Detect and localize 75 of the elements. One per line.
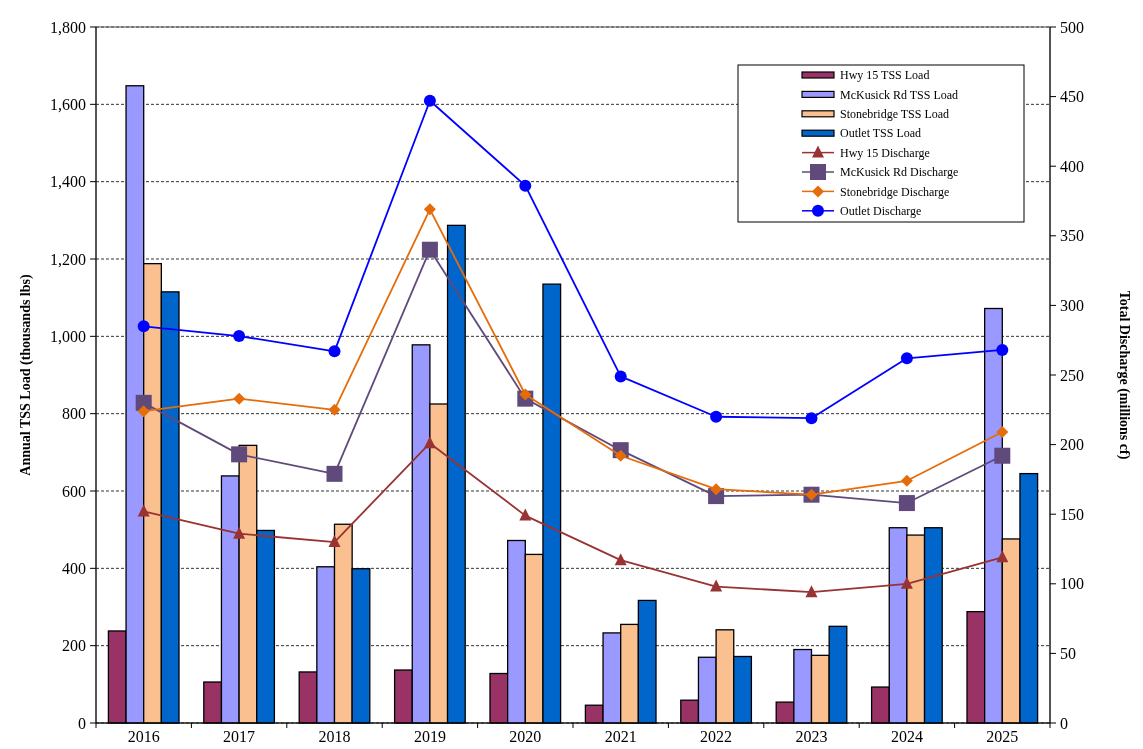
y2-tick-label: 50: [1060, 645, 1076, 662]
point: [328, 535, 341, 548]
y-tick-label: 1,200: [50, 250, 86, 268]
point: [328, 345, 341, 358]
x-tick-label: 2023: [795, 728, 828, 745]
point: [326, 465, 343, 482]
y2-tick-label: 200: [1060, 436, 1084, 454]
legend-label: Stonebridge Discharge: [840, 184, 950, 199]
y-axis-title: Annual TSS Load (thousands lbs): [18, 274, 34, 476]
y2-axis-title: Total Discharge (millions cf): [1116, 290, 1132, 460]
point: [137, 405, 150, 418]
point: [423, 436, 436, 449]
y-tick-label: 0: [78, 714, 86, 732]
point: [710, 483, 723, 496]
point: [900, 352, 913, 365]
y2-tick-label: 250: [1060, 366, 1084, 384]
y-tick-label: 200: [62, 637, 86, 655]
x-tick-label: 2018: [318, 728, 351, 745]
y-tick-label: 400: [62, 559, 86, 577]
x-tick-label: 2021: [604, 728, 637, 745]
point: [614, 553, 627, 566]
x-tick-label: 2022: [700, 728, 733, 745]
point: [614, 370, 627, 383]
y2-tick-label: 450: [1060, 88, 1084, 106]
point: [994, 447, 1011, 464]
point: [710, 410, 723, 423]
y-tick-label: 600: [62, 482, 86, 500]
point: [328, 403, 341, 416]
y2-tick-label: 300: [1060, 297, 1084, 314]
legend-label: Outlet Discharge: [840, 204, 922, 218]
point: [519, 388, 532, 401]
y2-tick-label: 400: [1060, 157, 1084, 175]
y2-tick-label: 150: [1060, 505, 1084, 523]
point: [996, 550, 1009, 563]
y-tick-label: 1,400: [50, 173, 86, 191]
y-tick-label: 1,800: [50, 18, 86, 36]
legend-label: Outlet TSS Load: [840, 126, 922, 141]
point: [805, 585, 818, 598]
point: [233, 526, 246, 539]
y2-tick-label: 500: [1060, 18, 1084, 36]
point: [137, 320, 150, 333]
point: [421, 241, 438, 258]
y2-tick-label: 0: [1060, 714, 1068, 732]
point: [898, 495, 915, 512]
point: [900, 576, 913, 589]
point: [231, 446, 248, 463]
point: [423, 203, 436, 216]
x-tick-label: 2020: [509, 728, 542, 745]
point: [614, 449, 627, 462]
x-tick-label: 2016: [127, 728, 160, 745]
legend-label: McKusick Rd Discharge: [840, 165, 959, 180]
legend-label: Hwy 15 TSS Load: [840, 68, 930, 83]
point: [996, 343, 1009, 356]
legend-label: McKusick Rd TSS Load: [840, 87, 959, 102]
point: [996, 426, 1009, 439]
point: [710, 579, 723, 592]
point: [137, 504, 150, 517]
x-tick-label: 2024: [890, 728, 923, 745]
legend-label: Hwy 15 Discharge: [840, 145, 930, 160]
point: [233, 392, 246, 405]
point: [233, 330, 246, 343]
point: [805, 412, 818, 425]
y-tick-label: 800: [62, 405, 86, 423]
y-tick-label: 1,000: [50, 327, 86, 345]
legend-label: Stonebridge TSS Load: [840, 107, 950, 121]
point: [423, 94, 436, 107]
y2-tick-label: 350: [1060, 227, 1084, 245]
y2-tick-label: 100: [1060, 575, 1084, 593]
y-tick-label: 1,600: [50, 95, 86, 113]
point: [900, 474, 913, 487]
point: [519, 508, 532, 521]
x-tick-label: 2017: [223, 728, 256, 745]
x-tick-label: 2019: [413, 728, 446, 745]
point: [519, 179, 532, 192]
x-tick-label: 2025: [986, 728, 1019, 745]
